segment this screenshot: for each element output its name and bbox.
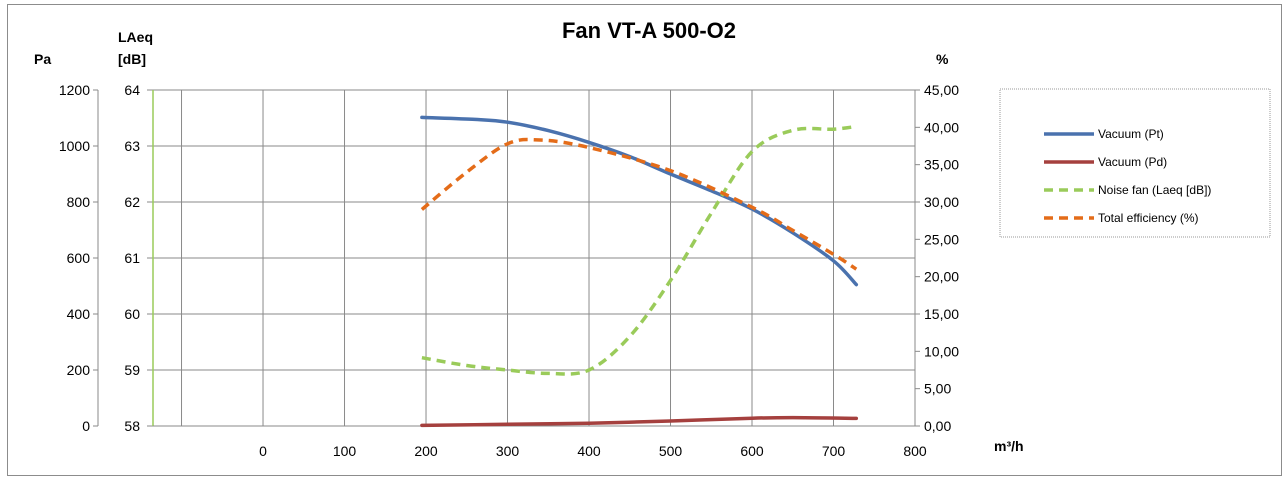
series-line-2 [420,415,859,428]
y-right-tick-label: 20,00 [924,269,959,285]
legend-label-4: Total efficiency (%) [1098,211,1198,225]
legend: Vacuum (Pt) Vacuum (Pd) Noise fan (Laeq [d… [999,88,1271,238]
series-line-4 [420,137,858,271]
x-tick-label: 500 [659,443,683,459]
y-left-tick-label: 400 [67,306,91,322]
y-left-axis-title: Pa [34,51,51,67]
legend-label-3: Noise fan (Laeq [dB]) [1098,183,1211,197]
y-left2-axis-title-line2: [dB] [118,51,146,67]
legend-label-2: Vacuum (Pd) [1098,155,1167,169]
series-lines [420,115,859,428]
x-tick-label: 0 [259,443,267,459]
y-right-tick-label: 10,00 [924,343,959,359]
y-left-tick-label: 600 [67,250,91,266]
x-tick-label: 400 [577,443,601,459]
y-right-tick-label: 25,00 [924,231,959,247]
y-right-tick-label: 0,00 [924,418,951,434]
x-axis-title: m³/h [994,438,1024,454]
y-left2-tick-label: 60 [124,306,140,322]
x-tick-label: 200 [414,443,438,459]
y-right-tick-label: 15,00 [924,306,959,322]
x-tick-label: 600 [740,443,764,459]
y-right-tick-label: 35,00 [924,157,959,173]
y-right-axis-title: % [936,51,949,67]
y-left-tick-label: 0 [82,418,90,434]
series-line-3 [421,124,857,376]
y-right-tick-label: 5,00 [924,381,951,397]
y-left2-tick-label: 61 [124,250,140,266]
y-right-tick-label: 40,00 [924,119,959,135]
y-right-tick-label: 45,00 [924,82,959,98]
y-left2-tick-label: 64 [124,82,140,98]
axes: 020040060080010001200585960616263640,005… [59,82,959,459]
y-left-tick-label: 200 [67,362,91,378]
y-left2-tick-label: 62 [124,194,140,210]
x-tick-label: 700 [822,443,846,459]
series-line-1 [420,115,859,287]
y-left-tick-label: 1200 [59,82,90,98]
y-left2-axis-title-line1: LAeq [118,29,153,45]
y-left2-tick-label: 63 [124,138,140,154]
chart-frame [7,4,1282,476]
y-right-tick-label: 30,00 [924,194,959,210]
y-left2-tick-label: 59 [124,362,140,378]
y-left-tick-label: 800 [67,194,91,210]
x-tick-label: 300 [496,443,520,459]
x-tick-label: 100 [333,443,357,459]
y-left-tick-label: 1000 [59,138,90,154]
legend-label-1: Vacuum (Pt) [1098,127,1164,141]
chart-title: Fan VT-A 500-O2 [562,18,736,43]
y-left2-tick-label: 58 [124,418,140,434]
x-tick-label: 800 [903,443,927,459]
